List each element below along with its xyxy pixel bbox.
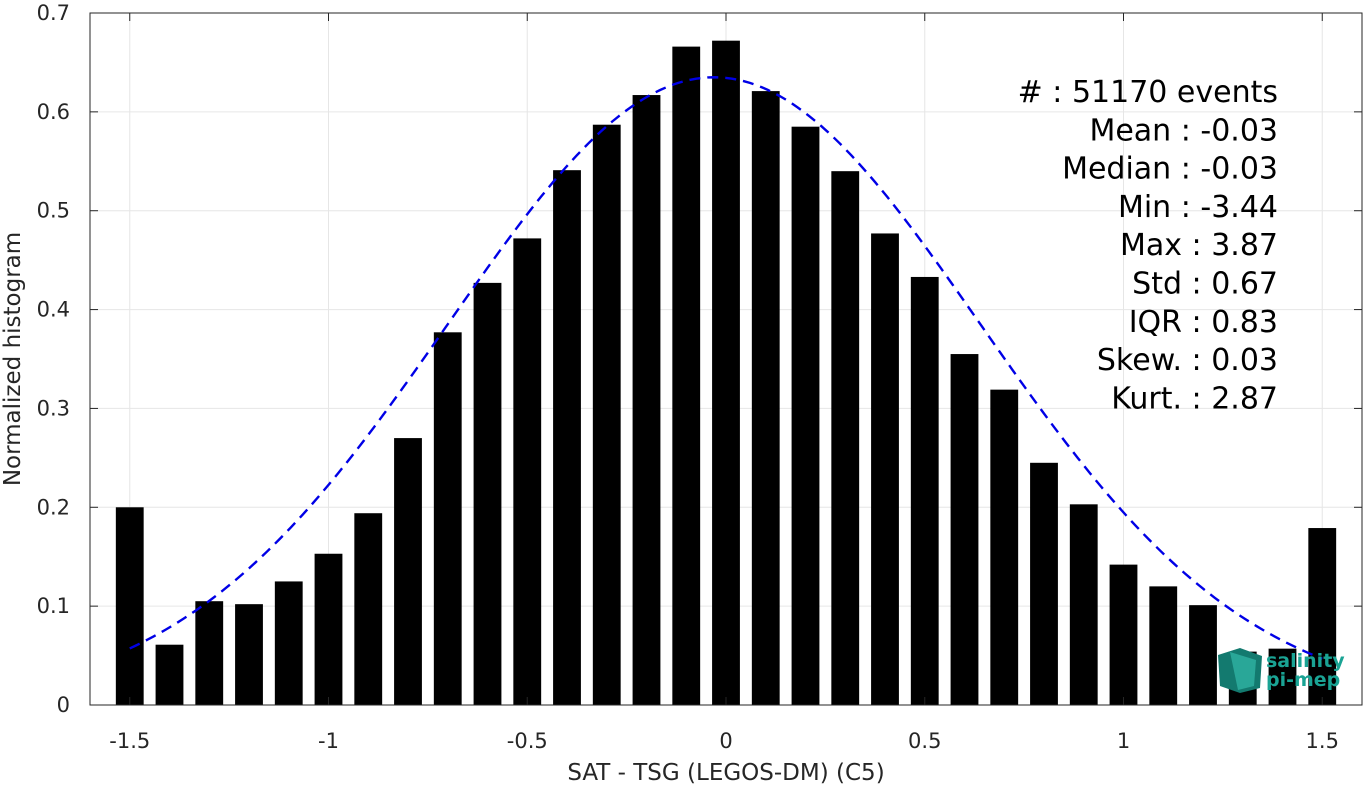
histogram-bar — [950, 354, 979, 705]
histogram-bar — [473, 282, 502, 705]
y-tick-label: 0.4 — [37, 298, 70, 322]
gaussian-fit-curve — [129, 76, 1323, 660]
histogram-bar — [1109, 564, 1138, 705]
stat-line: Std : 0.67 — [1132, 267, 1278, 302]
y-tick-label: 0.1 — [37, 594, 70, 618]
histogram-bar — [314, 553, 343, 705]
x-tick-label: -0.5 — [507, 729, 548, 753]
histogram-bars — [115, 40, 1337, 706]
histogram-bar — [115, 507, 144, 705]
histogram-bar — [433, 332, 462, 705]
stat-line: Max : 3.87 — [1120, 228, 1278, 263]
x-axis-label: SAT - TSG (LEGOS-DM) (C5) — [567, 760, 884, 785]
histogram-bar — [831, 171, 860, 705]
histogram-bar — [195, 601, 224, 705]
logo-text-line2: pi-mep — [1266, 669, 1340, 691]
stat-line: IQR : 0.83 — [1129, 305, 1278, 340]
y-tick-label: 0 — [57, 693, 70, 717]
x-tick-label: 1 — [1117, 729, 1130, 753]
histogram-bar — [712, 40, 740, 706]
histogram-bar — [1189, 605, 1217, 705]
histogram-bar — [1308, 528, 1337, 705]
histogram-bar — [990, 389, 1019, 705]
histogram-bar — [672, 46, 701, 705]
stat-line: Mean : -0.03 — [1089, 113, 1278, 148]
histogram-bar — [751, 91, 780, 705]
histogram-bar — [274, 581, 303, 705]
stat-line: Kurt. : 2.87 — [1111, 381, 1278, 416]
histogram-bar — [791, 126, 820, 705]
y-tick-label: 0.5 — [37, 199, 70, 223]
x-tick-label: 0.5 — [908, 729, 941, 753]
stat-line: Skew. : 0.03 — [1097, 343, 1278, 378]
histogram-bar — [1149, 586, 1178, 705]
histogram-bar — [1069, 504, 1098, 705]
y-tick-label: 0.2 — [37, 495, 70, 519]
y-axis-ticks: 0 0.1 0.2 0.3 0.4 0.5 0.6 0.7 — [37, 1, 1362, 717]
histogram-bar — [871, 233, 899, 706]
histogram-bar — [155, 644, 184, 705]
histogram-bar — [592, 124, 621, 706]
y-axis-label: Normalized histogram — [0, 232, 26, 486]
histogram-bar — [513, 238, 542, 705]
salinity-pimep-logo: salinity pi-mep — [1218, 648, 1345, 693]
histogram-bar — [1268, 648, 1297, 705]
histogram-bar — [632, 95, 661, 705]
logo-text-line1: salinity — [1266, 650, 1345, 672]
stat-line: Median : -0.03 — [1062, 152, 1278, 187]
x-tick-label: -1 — [318, 729, 339, 753]
histogram-bar — [910, 276, 939, 705]
x-tick-label: 1.5 — [1306, 729, 1339, 753]
stat-line: Min : -3.44 — [1118, 190, 1278, 225]
histogram-bar — [1030, 462, 1058, 705]
y-tick-label: 0.7 — [37, 1, 70, 25]
y-tick-label: 0.6 — [37, 100, 70, 124]
x-axis-ticks: -1.5 -1 -0.5 0 0.5 1 1.5 — [109, 13, 1339, 753]
logo-cube-face-icon — [1230, 652, 1256, 690]
x-tick-label: -1.5 — [109, 729, 150, 753]
histogram-bar — [553, 170, 581, 705]
x-tick-label: 0 — [719, 729, 732, 753]
histogram-bar — [235, 604, 263, 705]
y-tick-label: 0.3 — [37, 396, 70, 420]
stat-line: # : 51170 events — [1018, 75, 1278, 110]
histogram-bar — [354, 513, 383, 705]
histogram-bar — [394, 438, 422, 705]
